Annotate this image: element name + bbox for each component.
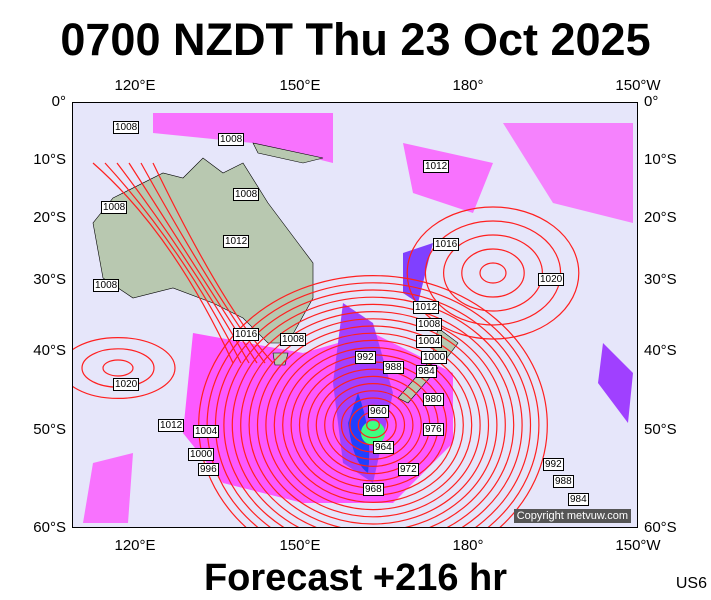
- isobar-label: 980: [423, 393, 444, 406]
- isobar-label: 1012: [423, 160, 450, 173]
- isobar: [332, 390, 414, 460]
- weather-map: 1008 1008 1008 1008 1008 1012 1012 1016 1020 1016…: [72, 102, 638, 528]
- isobar-label: 972: [398, 463, 419, 476]
- isobar: [273, 339, 473, 511]
- latitude-label: 50°S: [33, 421, 66, 438]
- isobar-label: 1020: [538, 273, 565, 286]
- isobar: [256, 325, 490, 525]
- isobar: [479, 262, 507, 284]
- isobar-label: 1004: [193, 425, 220, 438]
- isobar: [324, 383, 422, 468]
- isobar: [461, 248, 525, 298]
- isobar-label: 968: [363, 483, 384, 496]
- isobar: [265, 332, 481, 518]
- latitude-label: 40°S: [33, 342, 66, 359]
- latitude-label: 60°S: [33, 519, 66, 536]
- map-title: 0700 NZDT Thu 23 Oct 2025: [60, 14, 651, 65]
- isobar-label: 992: [355, 351, 376, 364]
- model-code: US6: [675, 575, 707, 592]
- isobar-label: 992: [543, 458, 564, 471]
- isobar-label: 984: [568, 493, 589, 506]
- isobar-label: 1008: [113, 121, 140, 134]
- isobar: [73, 337, 176, 399]
- isobar-label: 1008: [93, 279, 120, 292]
- latitude-label: 30°S: [644, 271, 677, 288]
- isobar: [104, 162, 242, 364]
- forecast-hour: Forecast +216 hr: [203, 557, 508, 599]
- latitude-label: 40°S: [644, 342, 677, 359]
- isobar-label: 960: [368, 405, 389, 418]
- isobar-label: 984: [416, 365, 437, 378]
- isobars: [73, 162, 580, 527]
- isobar: [366, 419, 380, 432]
- isobar-label: 996: [198, 463, 219, 476]
- latitude-label: 20°S: [644, 209, 677, 226]
- isobar-label: 1008: [416, 318, 443, 331]
- isobar-label: 1012: [413, 301, 440, 314]
- longitude-label: 120°E: [114, 77, 156, 94]
- latitude-label: 30°S: [33, 271, 66, 288]
- latitude-label: 20°S: [33, 209, 66, 226]
- isobar-label: 1016: [433, 238, 460, 251]
- longitude-label: 150°E: [279, 537, 321, 554]
- longitude-label: 180°: [452, 537, 484, 554]
- latitude-label: 10°S: [644, 151, 677, 168]
- isobar-label: 964: [373, 441, 394, 454]
- isobar-label: 1012: [158, 419, 185, 432]
- longitude-label: 150°W: [615, 537, 661, 554]
- isobar: [152, 162, 274, 364]
- isobar-label: 976: [423, 423, 444, 436]
- new-guinea: [252, 142, 324, 164]
- isobar-label: 1016: [233, 328, 260, 341]
- latitude-label: 60°S: [644, 519, 677, 536]
- longitude-label: 150°E: [279, 77, 321, 94]
- isobar: [231, 303, 515, 527]
- longitude-label: 180°: [452, 77, 484, 94]
- isobar: [406, 206, 580, 340]
- latitude-label: 0°: [644, 93, 659, 110]
- latitude-label: 10°S: [33, 151, 66, 168]
- isobar-label: 1000: [188, 448, 215, 461]
- longitude-label: 150°W: [615, 77, 661, 94]
- isobar-label: 1008: [218, 133, 245, 146]
- isobar: [240, 311, 506, 527]
- isobar-label: 1000: [421, 351, 448, 364]
- isobar: [128, 162, 258, 364]
- isobar-label: 1008: [233, 188, 260, 201]
- isobar-label: 1008: [101, 201, 128, 214]
- longitude-label: 120°E: [114, 537, 156, 554]
- isobar: [102, 359, 134, 377]
- isobar: [223, 296, 523, 527]
- isobar-label: 1012: [223, 235, 250, 248]
- isobar-label: 1004: [416, 335, 443, 348]
- isobar-label: 988: [553, 475, 574, 488]
- isobar-label: 988: [383, 361, 404, 374]
- isobar: [92, 162, 234, 364]
- isobar-label: 1020: [113, 378, 140, 391]
- isobar-label: 1008: [280, 333, 307, 346]
- isobar: [282, 347, 464, 504]
- latitude-label: 50°S: [644, 421, 677, 438]
- isobar: [140, 162, 266, 364]
- latitude-label: 0°: [51, 93, 66, 110]
- isobar: [248, 318, 498, 527]
- copyright: Copyright metvuw.com: [513, 509, 631, 523]
